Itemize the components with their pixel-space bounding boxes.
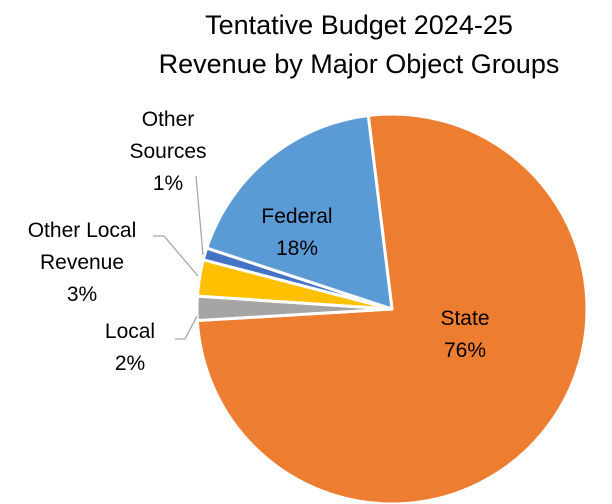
pie-slices: [195, 112, 589, 504]
data-label-other-sources: Other Sources 1%: [129, 108, 206, 195]
chart-title: Tentative Budget 2024-25 Revenue by Majo…: [159, 10, 560, 79]
leader-line-other-local-revenue: [153, 235, 199, 277]
leader-line-local: [175, 315, 198, 340]
leader-line-other-sources: [195, 175, 204, 256]
data-label-other-local-revenue: Other Local Revenue 3%: [28, 219, 137, 306]
chart-title-line-1: Tentative Budget 2024-25: [205, 10, 513, 40]
data-label-local: Local 2%: [105, 320, 155, 375]
leader-lines: [153, 175, 204, 340]
data-labels: State 76% Local 2% Other Local Revenue 3% Other…: [28, 108, 490, 375]
chart-title-line-2: Revenue by Major Object Groups: [159, 49, 560, 79]
slice-federal: [205, 113, 394, 311]
data-label-federal: Federal 18%: [261, 205, 332, 260]
data-label-state: State 76%: [440, 307, 489, 362]
